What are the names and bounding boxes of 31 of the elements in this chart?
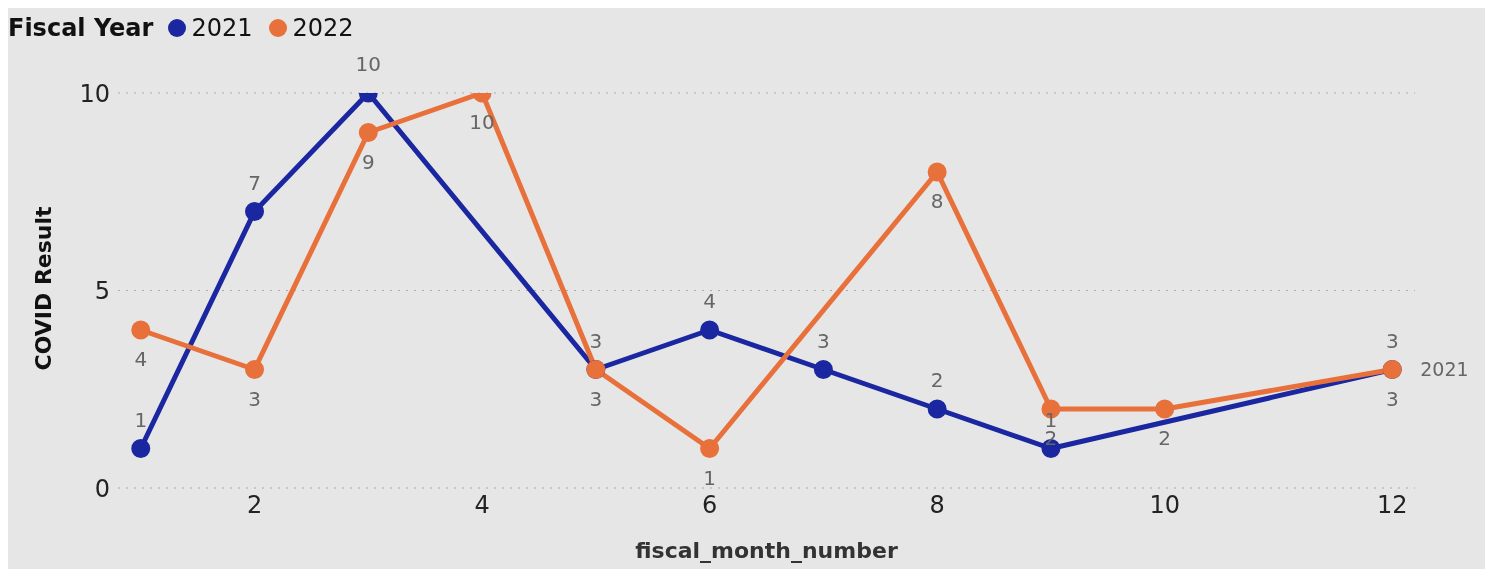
- data-label: 3: [817, 328, 830, 353]
- data-label: 7: [248, 170, 261, 195]
- annotation: 2021: [1420, 358, 1469, 381]
- data-label: 8: [930, 189, 944, 214]
- data-label: 3: [589, 386, 603, 411]
- data-label: 2: [930, 368, 944, 392]
- x-tick-label: 4: [474, 491, 490, 520]
- y-tick-label: 10: [79, 79, 110, 108]
- x-tick-label: 12: [1376, 491, 1408, 520]
- x-tick-label: 10: [1149, 491, 1180, 520]
- x-tick-label: 8: [929, 491, 945, 520]
- data-label: 4: [703, 289, 716, 313]
- data-label: 3: [1385, 386, 1399, 411]
- data-label: 3: [248, 386, 261, 411]
- legend-label: 2022: [292, 14, 354, 42]
- x-axis-title: fiscal_month_number: [635, 538, 898, 563]
- y-tick-label: 5: [94, 277, 110, 306]
- data-label: 9: [361, 149, 375, 174]
- y-tick-label: 0: [94, 474, 110, 503]
- data-label: 3: [589, 328, 603, 353]
- legend-label: 2021: [191, 14, 253, 42]
- y-axis-title: COVID Result: [30, 205, 56, 371]
- x-tick-label: 6: [701, 491, 718, 520]
- data-label: 1: [134, 407, 148, 432]
- data-label: 4: [134, 347, 148, 372]
- data-label: 1: [703, 465, 716, 490]
- data-label: 3: [1385, 328, 1399, 353]
- data-label: 2: [1158, 426, 1172, 451]
- legend-title: Fiscal Year: [8, 14, 154, 42]
- x-tick-label: 2: [246, 491, 263, 520]
- data-label: 10: [355, 52, 382, 76]
